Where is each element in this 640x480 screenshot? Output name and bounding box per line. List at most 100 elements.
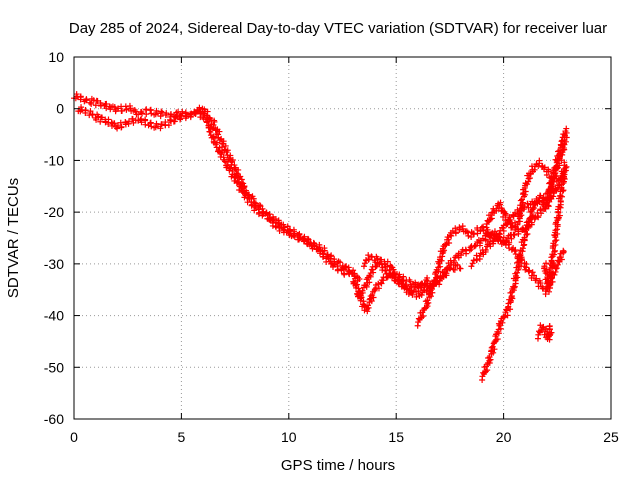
data-point (207, 129, 214, 136)
data-point (517, 207, 524, 214)
data-point (255, 206, 262, 213)
data-point (557, 254, 564, 261)
data-point (157, 125, 164, 132)
data-point (542, 291, 549, 298)
data-point (201, 106, 208, 113)
data-point (372, 259, 379, 266)
data-point (525, 218, 532, 225)
data-point (238, 176, 245, 183)
data-point (519, 199, 526, 206)
data-point (556, 212, 563, 219)
data-point (502, 217, 509, 224)
data-point (537, 279, 544, 286)
data-point (147, 106, 154, 113)
data-point (533, 196, 540, 203)
data-point (218, 150, 225, 157)
data-point (103, 105, 110, 112)
data-point (553, 237, 560, 244)
data-point (457, 252, 464, 259)
data-point (358, 294, 365, 301)
data-point (396, 271, 403, 278)
data-point (545, 331, 552, 338)
data-point (196, 104, 203, 111)
data-point (456, 226, 463, 233)
data-point (534, 213, 541, 220)
data-point (210, 121, 217, 128)
data-point (304, 236, 311, 243)
data-point (553, 214, 560, 221)
data-point (468, 263, 475, 270)
data-point (557, 188, 564, 195)
data-point (236, 186, 243, 193)
data-point (256, 202, 263, 209)
axis-ticks (73, 56, 612, 420)
data-point (352, 282, 359, 289)
data-point (520, 242, 527, 249)
data-point (516, 261, 523, 268)
data-point (357, 295, 364, 302)
data-point (547, 264, 554, 271)
data-point (437, 263, 444, 270)
tick-labels: 0 5 10 15 20 25 10 0 -10 -20 -30 -40 -50 -60 (44, 49, 619, 445)
data-point (205, 124, 212, 131)
data-point (402, 281, 409, 288)
data-point (465, 232, 472, 239)
data-point (441, 268, 448, 275)
data-point (107, 106, 114, 113)
data-point (82, 107, 89, 114)
data-point (468, 246, 475, 253)
data-point (502, 212, 509, 219)
data-point (550, 240, 557, 247)
data-point (497, 325, 504, 332)
data-point (494, 328, 501, 335)
data-point (546, 322, 553, 329)
data-point (320, 250, 327, 257)
data-point (281, 227, 288, 234)
data-point (406, 285, 413, 292)
data-point (216, 128, 223, 135)
data-point (539, 324, 546, 331)
data-point (366, 279, 373, 286)
data-point (427, 287, 434, 294)
data-point (263, 209, 270, 216)
y-tick-label: -50 (44, 359, 64, 375)
data-point (280, 221, 287, 228)
data-point (229, 167, 236, 174)
data-point (469, 260, 476, 267)
data-point (493, 205, 500, 212)
data-point (542, 205, 549, 212)
data-point (360, 298, 367, 305)
data-point (154, 110, 161, 117)
data-point (514, 221, 521, 228)
data-point (431, 277, 438, 284)
data-point (519, 245, 526, 252)
data-point (544, 195, 551, 202)
data-point (483, 221, 490, 228)
data-point (445, 236, 452, 243)
data-point (369, 266, 376, 273)
y-tick-label: -30 (44, 256, 64, 272)
data-point (167, 111, 174, 118)
data-point (375, 285, 382, 292)
data-point (216, 137, 223, 144)
data-point (557, 197, 564, 204)
y-tick-label: -40 (44, 308, 64, 324)
data-point (518, 196, 525, 203)
data-point (436, 277, 443, 284)
data-point (415, 319, 422, 326)
data-point (415, 288, 422, 295)
data-point (470, 231, 477, 238)
data-point (491, 339, 498, 346)
data-point (390, 266, 397, 273)
data-point (545, 278, 552, 285)
data-point (171, 118, 178, 125)
series-arc-9 (479, 134, 570, 384)
data-point (97, 118, 104, 125)
data-point (380, 277, 387, 284)
x-tick-label: 0 (70, 429, 78, 445)
data-point (494, 336, 501, 343)
data-point (364, 302, 371, 309)
data-point (366, 272, 373, 279)
data-point (489, 238, 496, 245)
data-point (259, 205, 266, 212)
